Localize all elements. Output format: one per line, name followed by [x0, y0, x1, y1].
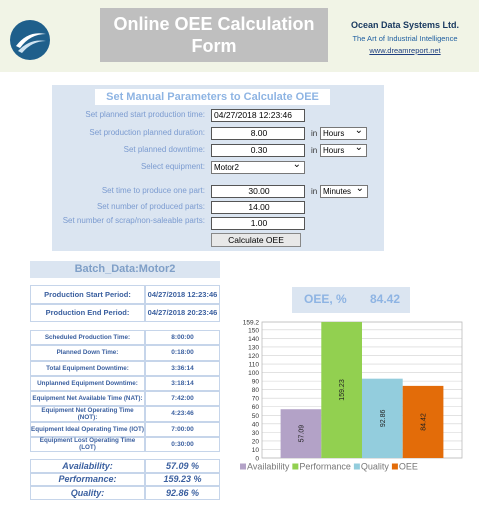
unit-prefix: in [311, 129, 318, 138]
y-tick-label: 100 [248, 370, 259, 377]
field-label: Set planned start production time: [85, 110, 205, 119]
legend-label: Quality [361, 462, 390, 472]
y-tick-label: 90 [252, 379, 260, 386]
y-tick-label: 130 [248, 344, 259, 351]
y-tick-label: 60 [252, 404, 260, 411]
unit-select[interactable]: Hours [320, 125, 367, 140]
y-tick-label: 40 [252, 421, 260, 428]
title: Online OEE Calculation Form [100, 8, 328, 62]
field-label: Set number of produced parts: [96, 202, 205, 211]
time-label: Equipment Lost Operating Time (LOT) [30, 436, 145, 452]
time-value: 3:36:14 [145, 360, 220, 376]
kpi-label: Performance: [30, 472, 145, 486]
legend-label: OEE [399, 462, 418, 472]
y-tick-label: 140 [248, 336, 259, 343]
url[interactable]: www.dreamreport.net [369, 46, 441, 55]
field-label: Set time to produce one part: [101, 186, 205, 195]
oee-value: 84.42 [370, 292, 401, 306]
legend-swatch [292, 463, 299, 470]
time-label: Equipment Ideal Operating Time (IOT) [30, 421, 145, 437]
y-tick-label: 20 [252, 438, 260, 445]
time-label: Unplanned Equipment Downtime: [30, 375, 145, 391]
y-tick-label: 0 [255, 456, 259, 463]
unit-prefix: in [311, 187, 318, 196]
kpi-value: 159.23 % [145, 472, 220, 486]
equipment-select[interactable]: Motor2 [211, 159, 305, 174]
time-value: 7:00:00 [145, 421, 220, 437]
legend-swatch [353, 463, 360, 470]
y-tick-label: 120 [248, 353, 259, 360]
legend-swatch [391, 463, 398, 470]
calculate-button[interactable]: Calculate OEE [211, 233, 301, 247]
y-tick-label: 10 [252, 447, 260, 454]
time-label: Total Equipment Downtime: [30, 360, 145, 376]
value-label: 92.86 [380, 409, 387, 427]
oee-label: OEE, % [304, 292, 347, 306]
field-input[interactable]: 14.00 [211, 201, 305, 214]
time-label: Equipment Net Operating Time (NOT): [30, 406, 145, 422]
field-input[interactable]: 04/27/2018 12:23:46 [211, 109, 305, 122]
period-label: Production End Period: [30, 303, 145, 322]
time-value: 0:18:00 [145, 345, 220, 361]
form-title: Set Manual Parameters to Calculate OEE [95, 89, 330, 105]
y-tick-label: 70 [252, 396, 260, 403]
company: Ocean Data Systems Ltd. [350, 20, 460, 30]
y-tick-label: 30 [252, 430, 260, 437]
bar [362, 378, 403, 458]
period-value: 04/27/2018 12:23:46 [145, 285, 220, 304]
kpi-value: 92.86 % [145, 486, 220, 500]
legend-swatch [240, 463, 246, 470]
field-label: Set number of scrap/non-saleable parts: [62, 216, 205, 225]
time-value: 8:00:00 [145, 330, 220, 346]
time-label: Scheduled Production Time: [30, 330, 145, 346]
y-tick-label: 159.2 [243, 320, 260, 327]
y-tick-label: 150 [248, 327, 259, 334]
tagline: The Art of Industrial Intelligence [352, 34, 458, 43]
time-value: 0:30:00 [145, 436, 220, 452]
time-label: Planned Down Time: [30, 345, 145, 361]
chart: 0102030405060708090100110120130140150159… [240, 320, 463, 472]
y-tick-label: 50 [252, 413, 260, 420]
y-tick-label: 80 [252, 387, 260, 394]
kpi-value: 57.09 % [145, 459, 220, 473]
period-label: Production Start Period: [30, 285, 145, 304]
field-label: Select equipment: [140, 162, 205, 171]
field-label: Set planned downtime: [123, 145, 205, 154]
y-tick-label: 110 [249, 362, 260, 369]
kpi-label: Availability: [30, 459, 145, 473]
time-value: 7:42:00 [145, 391, 220, 407]
bar [321, 321, 362, 458]
field-input[interactable]: 1.00 [211, 217, 305, 230]
value-label: 84.42 [421, 413, 428, 431]
legend-label: Availability [247, 462, 290, 472]
legend-label: Performance [299, 462, 351, 472]
field-input[interactable]: 30.00 [211, 185, 305, 198]
field-input[interactable]: 0.30 [211, 144, 305, 157]
unit-select[interactable]: Hours [320, 142, 367, 157]
bar [402, 385, 444, 458]
unit-select[interactable]: Minutes [320, 183, 368, 198]
batch-title: Batch_Data:Motor2 [30, 261, 220, 278]
unit-prefix: in [311, 146, 318, 155]
period-value: 04/27/2018 20:23:46 [145, 303, 220, 322]
bar [280, 409, 322, 458]
logo [10, 20, 50, 60]
kpi-label: Quality: [30, 486, 145, 500]
time-value: 3:18:14 [145, 375, 220, 391]
time-label: Equipment Net Available Time (NAT): [30, 391, 145, 407]
field-label: Set production planned duration: [89, 128, 205, 137]
value-label: 57.09 [298, 425, 305, 443]
field-input[interactable]: 8.00 [211, 127, 305, 140]
oee-box [292, 287, 410, 313]
value-label: 159.23 [339, 379, 346, 401]
time-value: 4:23:46 [145, 406, 220, 422]
